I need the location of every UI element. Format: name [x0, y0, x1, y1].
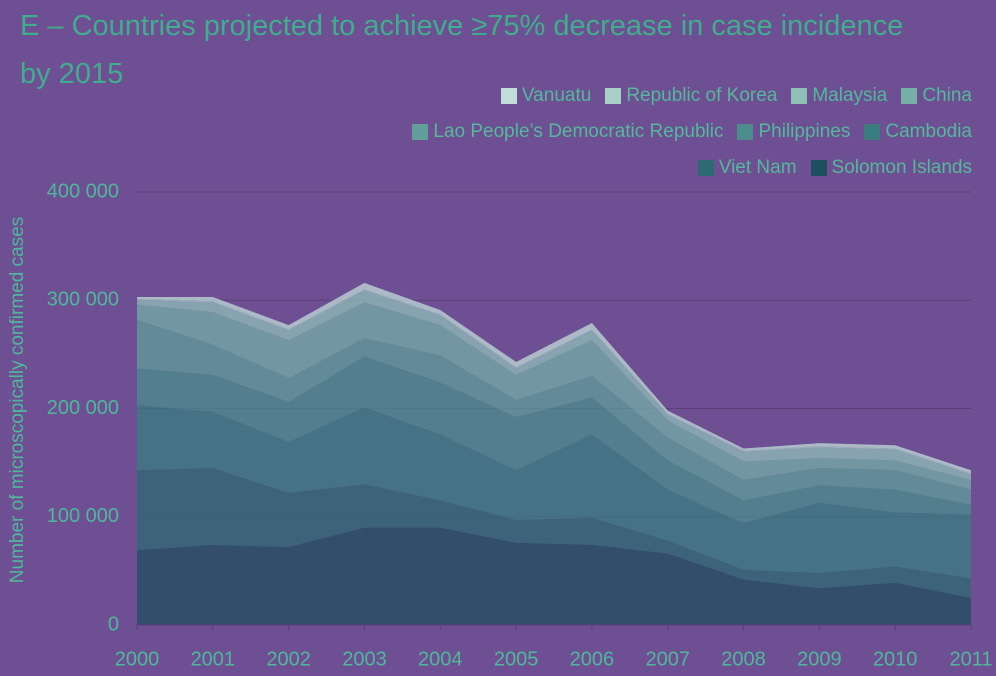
legend-item: Malaysia [791, 82, 887, 110]
y-tick-label: 200 000 [47, 397, 119, 419]
legend-swatch [901, 88, 918, 104]
chart-title: E – Countries projected to achieve ≥75% … [20, 10, 904, 90]
legend-label: Viet Nam [718, 157, 797, 178]
area [137, 282, 971, 474]
x-tick-label: 2009 [797, 648, 842, 670]
x-tick-label: 2003 [342, 648, 387, 670]
area [137, 405, 971, 579]
y-tick-label: 300 000 [47, 289, 119, 311]
legend-swatch [791, 88, 808, 104]
legend-item: Solomon Islands [810, 154, 972, 182]
legend-item: Philippines [737, 118, 850, 146]
legend-item: China [901, 82, 972, 110]
area [137, 319, 971, 505]
legend-swatch [605, 88, 622, 104]
legend-label: Solomon Islands [831, 157, 972, 178]
legend-swatch [412, 124, 429, 140]
legend-label: Lao People’s Democratic Republic [433, 121, 724, 142]
legend-item: Viet Nam [697, 154, 797, 182]
x-tick-label: 2007 [645, 648, 690, 670]
x-tick-label: 2000 [115, 648, 160, 670]
y-axis-label: Number of microscopically confirmed case… [7, 217, 28, 583]
x-tick-label: 2001 [191, 648, 236, 670]
legend: Vanuatu Republic of Korea Malaysia China Lao… [380, 82, 972, 182]
area [137, 356, 971, 524]
legend-swatch [737, 124, 754, 140]
area [137, 468, 971, 598]
x-tick-label: 2008 [721, 648, 766, 670]
legend-swatch [864, 124, 881, 140]
x-tick-label: 2002 [266, 648, 311, 670]
legend-label: Vanuatu [521, 85, 592, 106]
legend-item: Vanuatu [500, 82, 592, 110]
area [137, 527, 971, 625]
legend-label: Malaysia [812, 85, 888, 106]
y-tick-label: 400 000 [47, 180, 119, 202]
legend-label: Republic of Korea [626, 85, 778, 106]
legend-label: Philippines [758, 121, 851, 142]
area [137, 302, 971, 490]
legend-item: Lao People’s Democratic Republic [412, 118, 723, 146]
legend-label: China [922, 85, 972, 106]
x-tick-label: 2010 [873, 648, 918, 670]
x-tick-label: 2006 [570, 648, 615, 670]
x-tick-label: 2011 [949, 648, 992, 670]
area [137, 290, 971, 480]
x-tick-label: 2004 [418, 648, 463, 670]
legend-swatch [810, 160, 827, 176]
y-tick-label: 100 000 [47, 505, 119, 527]
legend-item: Republic of Korea [605, 82, 777, 110]
legend-swatch [500, 88, 517, 104]
legend-label: Cambodia [885, 121, 972, 142]
x-tick-label: 2005 [494, 648, 539, 670]
legend-item: Cambodia [864, 118, 972, 146]
y-tick-label: 0 [108, 613, 119, 635]
legend-swatch [697, 160, 714, 176]
